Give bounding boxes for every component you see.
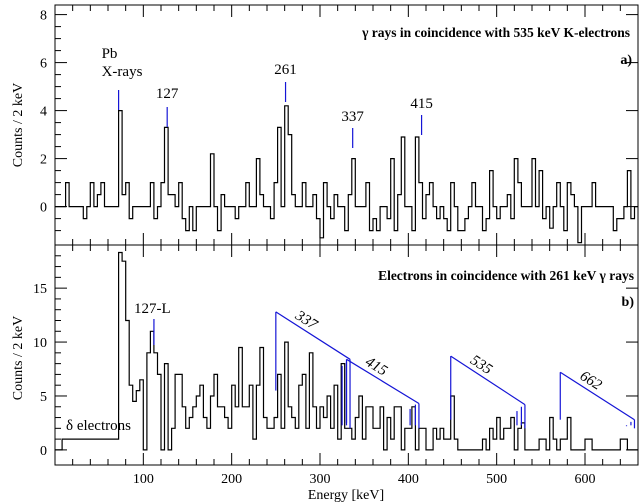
panel-a-y-axis-label: Counts / 2 keV	[11, 83, 26, 167]
annotation-127-L: 127-L	[134, 301, 171, 317]
conversion-label-662: 662	[577, 368, 605, 394]
x-tick-label: 500	[486, 472, 507, 487]
panel-b-label: b)	[622, 295, 635, 310]
panel-a-histogram	[55, 105, 638, 244]
annotation-delta-electrons: δ electrons	[66, 418, 131, 434]
panel-b-electron-spectrum: 0 5 10 15 100 200 300 400 500 600 337 415 535 662 El…	[11, 244, 639, 503]
y-tick-label-b: 10	[33, 336, 47, 351]
conversion-label-337: 337	[292, 307, 322, 334]
panel-b-y-axis-label: Counts / 2 keV	[11, 316, 26, 400]
panel-b-axes: 0 5 10 15 100 200 300 400 500 600	[33, 245, 638, 487]
x-tick-label: 200	[221, 472, 242, 487]
x-axis-label: Energy [keV]	[308, 488, 384, 503]
y-tick-label-a: 4	[40, 105, 47, 120]
panel-a-label: a)	[620, 53, 632, 68]
x-tick-label: 100	[133, 472, 154, 487]
y-tick-label-a: 2	[40, 153, 47, 168]
x-tick-label: 300	[310, 472, 331, 487]
y-tick-label-b: 5	[40, 390, 47, 405]
panel-b-title: Electrons in coincidence with 261 keV γ …	[378, 268, 634, 283]
connector-415	[346, 358, 420, 405]
x-tick-label: 600	[575, 472, 596, 487]
peak-label-261: 261	[274, 62, 297, 78]
peak-label-pb: Pb	[102, 46, 118, 62]
panel-a-peak-markers: Pb X-rays 127 261 337 415	[102, 46, 433, 148]
panel-a-axes: 0 2 4 6 8	[40, 5, 638, 245]
y-tick-label-a: 6	[40, 57, 47, 72]
peak-label-415: 415	[410, 96, 433, 112]
panel-a-title: γ rays in coincidence with 535 keV K-ele…	[361, 25, 630, 40]
y-tick-label-b: 15	[33, 282, 47, 297]
connector-662	[559, 371, 635, 421]
conversion-label-535: 535	[467, 352, 495, 378]
panel-a-gamma-spectrum: 0 2 4 6 8 Pb X-rays 127 261 337 415 γ rays in coi…	[11, 4, 639, 246]
peak-label-337: 337	[341, 109, 364, 125]
panel-b-frame	[54, 244, 639, 466]
conversion-label-415: 415	[362, 354, 390, 380]
peak-label-x-rays: X-rays	[102, 64, 143, 80]
x-tick-label: 400	[398, 472, 419, 487]
y-tick-label-a: 8	[40, 9, 47, 24]
y-tick-label-a: 0	[40, 201, 47, 216]
peak-label-127: 127	[156, 86, 179, 102]
y-tick-label-b: 0	[40, 444, 47, 459]
panel-a-frame	[54, 4, 639, 246]
connector-535	[450, 355, 526, 406]
connector-337	[275, 311, 351, 360]
